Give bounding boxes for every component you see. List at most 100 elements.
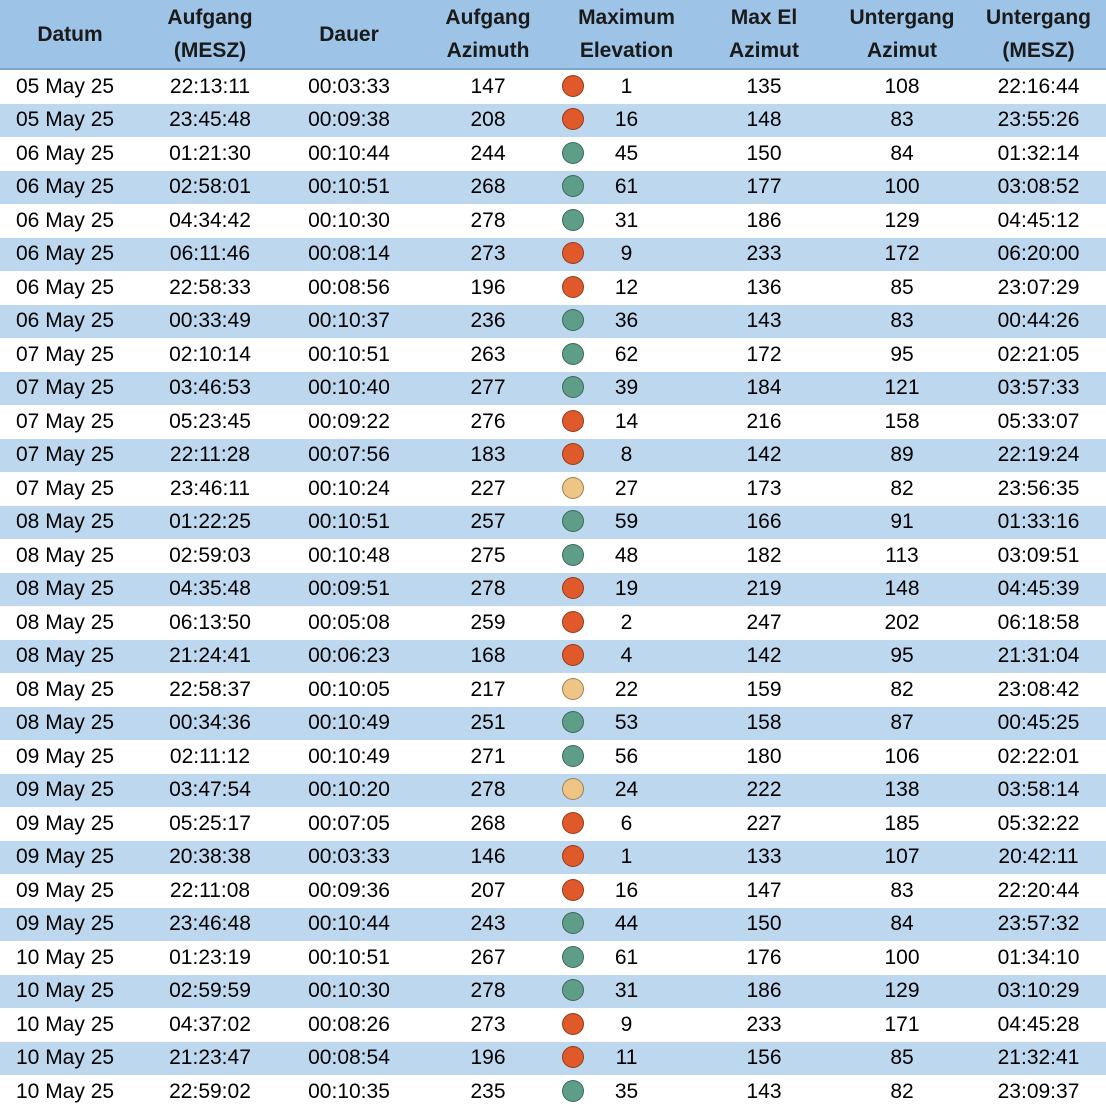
cell-max-elevation: 48 bbox=[558, 539, 695, 573]
status-green-circle-icon bbox=[562, 309, 584, 332]
max-elevation-value: 24 bbox=[614, 778, 639, 802]
cell-datum: 09 May 25 bbox=[0, 874, 140, 908]
cell-aufgang-azimuth: 236 bbox=[418, 304, 558, 338]
cell-max-el-azimut: 177 bbox=[695, 170, 833, 204]
cell-max-elevation: 36 bbox=[558, 304, 695, 338]
cell-max-elevation: 16 bbox=[558, 103, 695, 137]
max-elevation-value: 39 bbox=[614, 376, 639, 400]
cell-max-elevation: 59 bbox=[558, 505, 695, 539]
cell-max-elevation: 1 bbox=[558, 840, 695, 874]
status-green-circle-icon bbox=[562, 744, 584, 767]
cell-max-elevation: 35 bbox=[558, 1075, 695, 1109]
cell-max-elevation: 44 bbox=[558, 907, 695, 941]
cell-untergang-azimut: 108 bbox=[833, 69, 971, 104]
max-elevation-value: 48 bbox=[614, 543, 639, 567]
cell-untergang-azimut: 89 bbox=[833, 438, 971, 472]
cell-untergang-azimut: 107 bbox=[833, 840, 971, 874]
cell-aufgang: 01:21:30 bbox=[140, 137, 280, 171]
cell-dauer: 00:08:54 bbox=[280, 1041, 418, 1075]
cell-max-el-azimut: 216 bbox=[695, 405, 833, 439]
cell-aufgang-azimuth: 268 bbox=[418, 807, 558, 841]
table-row: 08 May 25 22:58:37 00:10:05 217 22 159 82 23:08… bbox=[0, 673, 1106, 707]
cell-max-el-azimut: 143 bbox=[695, 304, 833, 338]
cell-untergang: 03:58:14 bbox=[971, 773, 1106, 807]
cell-aufgang-azimuth: 168 bbox=[418, 639, 558, 673]
cell-aufgang: 22:11:08 bbox=[140, 874, 280, 908]
cell-max-el-azimut: 133 bbox=[695, 840, 833, 874]
cell-max-elevation: 24 bbox=[558, 773, 695, 807]
cell-aufgang-azimuth: 147 bbox=[418, 69, 558, 104]
status-green-circle-icon bbox=[562, 376, 584, 399]
cell-max-el-azimut: 233 bbox=[695, 237, 833, 271]
cell-untergang-azimut: 172 bbox=[833, 237, 971, 271]
cell-dauer: 00:09:36 bbox=[280, 874, 418, 908]
table-row: 09 May 25 05:25:17 00:07:05 268 6 227 185 05:32… bbox=[0, 807, 1106, 841]
table-row: 08 May 25 04:35:48 00:09:51 278 19 219 148 04:4… bbox=[0, 572, 1106, 606]
cell-untergang-azimut: 91 bbox=[833, 505, 971, 539]
cell-aufgang-azimuth: 251 bbox=[418, 706, 558, 740]
cell-max-el-azimut: 156 bbox=[695, 1041, 833, 1075]
cell-datum: 09 May 25 bbox=[0, 740, 140, 774]
cell-max-el-azimut: 172 bbox=[695, 338, 833, 372]
cell-dauer: 00:09:51 bbox=[280, 572, 418, 606]
cell-dauer: 00:10:30 bbox=[280, 974, 418, 1008]
cell-untergang-azimut: 106 bbox=[833, 740, 971, 774]
cell-max-el-azimut: 142 bbox=[695, 639, 833, 673]
table-row: 08 May 25 00:34:36 00:10:49 251 53 158 87 00:45… bbox=[0, 706, 1106, 740]
cell-untergang-azimut: 100 bbox=[833, 941, 971, 975]
table-row: 06 May 25 06:11:46 00:08:14 273 9 233 172 06:20… bbox=[0, 237, 1106, 271]
max-elevation-value: 11 bbox=[615, 1046, 638, 1070]
cell-datum: 07 May 25 bbox=[0, 371, 140, 405]
max-elevation-value: 31 bbox=[614, 208, 639, 232]
cell-dauer: 00:08:56 bbox=[280, 271, 418, 305]
header-aufgang-line2: (MESZ) bbox=[173, 39, 247, 62]
cell-untergang-azimut: 121 bbox=[833, 371, 971, 405]
cell-untergang: 23:55:26 bbox=[971, 103, 1106, 137]
cell-aufgang: 05:25:17 bbox=[140, 807, 280, 841]
cell-untergang: 20:42:11 bbox=[971, 840, 1106, 874]
status-green-circle-icon bbox=[562, 711, 584, 734]
max-elevation-value: 35 bbox=[614, 1079, 639, 1103]
cell-max-el-azimut: 233 bbox=[695, 1008, 833, 1042]
status-red-circle-icon bbox=[562, 443, 584, 466]
cell-untergang-azimut: 85 bbox=[833, 1041, 971, 1075]
cell-aufgang-azimuth: 273 bbox=[418, 1008, 558, 1042]
cell-aufgang: 22:11:28 bbox=[140, 438, 280, 472]
cell-max-el-azimut: 186 bbox=[695, 974, 833, 1008]
cell-aufgang: 06:13:50 bbox=[140, 606, 280, 640]
cell-dauer: 00:06:23 bbox=[280, 639, 418, 673]
cell-aufgang: 23:45:48 bbox=[140, 103, 280, 137]
table-row: 08 May 25 02:59:03 00:10:48 275 48 182 113 03:0… bbox=[0, 539, 1106, 573]
header-aufgang-azimuth-line2: Azimuth bbox=[446, 39, 530, 62]
header-datum: Datum bbox=[0, 0, 140, 70]
max-elevation-value: 1 bbox=[620, 845, 633, 869]
cell-untergang-azimut: 113 bbox=[833, 539, 971, 573]
cell-max-el-azimut: 227 bbox=[695, 807, 833, 841]
cell-max-el-azimut: 158 bbox=[695, 706, 833, 740]
cell-untergang-azimut: 171 bbox=[833, 1008, 971, 1042]
cell-aufgang: 02:11:12 bbox=[140, 740, 280, 774]
cell-aufgang: 22:58:37 bbox=[140, 673, 280, 707]
cell-max-el-azimut: 136 bbox=[695, 271, 833, 305]
cell-datum: 08 May 25 bbox=[0, 539, 140, 573]
cell-untergang-azimut: 83 bbox=[833, 103, 971, 137]
cell-untergang: 03:57:33 bbox=[971, 371, 1106, 405]
cell-untergang-azimut: 202 bbox=[833, 606, 971, 640]
status-red-circle-icon bbox=[562, 878, 584, 901]
header-max-el-azimut-line1: Max El bbox=[730, 6, 798, 29]
cell-max-elevation: 1 bbox=[558, 69, 695, 104]
table-row: 05 May 25 23:45:48 00:09:38 208 16 148 83 23:55… bbox=[0, 103, 1106, 137]
cell-datum: 07 May 25 bbox=[0, 338, 140, 372]
cell-untergang-azimut: 100 bbox=[833, 170, 971, 204]
cell-max-el-azimut: 222 bbox=[695, 773, 833, 807]
table-row: 10 May 25 21:23:47 00:08:54 196 11 156 85 21:32… bbox=[0, 1041, 1106, 1075]
cell-untergang-azimut: 84 bbox=[833, 907, 971, 941]
cell-untergang: 06:18:58 bbox=[971, 606, 1106, 640]
cell-dauer: 00:08:14 bbox=[280, 237, 418, 271]
header-untergang: Untergang (MESZ) bbox=[971, 0, 1106, 70]
cell-aufgang: 02:59:59 bbox=[140, 974, 280, 1008]
max-elevation-value: 61 bbox=[614, 945, 639, 969]
max-elevation-value: 16 bbox=[614, 108, 639, 132]
max-elevation-value: 6 bbox=[620, 811, 633, 835]
